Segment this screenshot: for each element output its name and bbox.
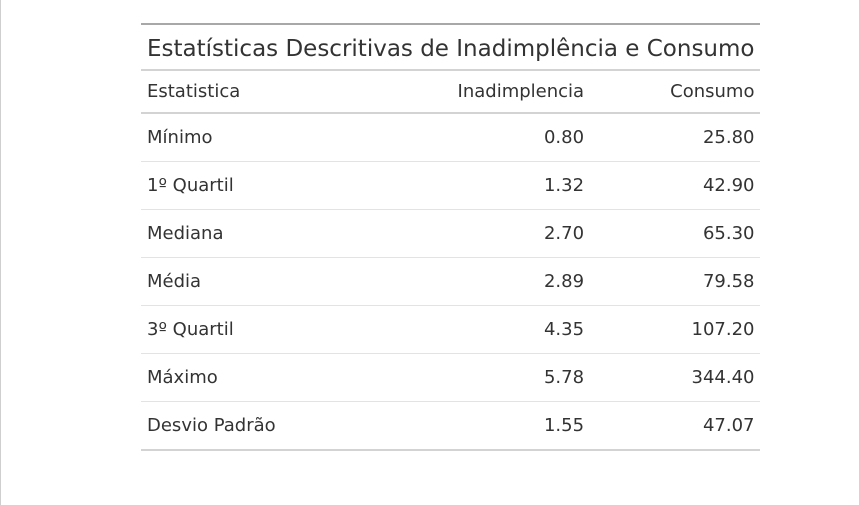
cell-statistic: Média: [141, 257, 424, 306]
cell-statistic: Desvio Padrão: [141, 401, 424, 451]
cell-default: 1.32: [423, 161, 591, 210]
cell-consumption: 344.40: [590, 353, 761, 402]
table-title: Estatísticas Descritivas de Inadimplênci…: [141, 23, 761, 71]
descriptive-stats-table-container: Estatísticas Descritivas de Inadimplênci…: [141, 23, 761, 451]
cell-default: 0.80: [423, 113, 591, 162]
cell-default: 4.35: [423, 305, 591, 354]
cell-default: 2.89: [423, 257, 591, 306]
page-left-border: [0, 0, 1, 505]
header-row: Estatistica Inadimplencia Consumo: [141, 71, 761, 114]
column-header-consumption: Consumo: [590, 71, 761, 114]
table-row: Desvio Padrão 1.55 47.07: [141, 401, 761, 451]
cell-default: 5.78: [423, 353, 591, 402]
cell-statistic: Máximo: [141, 353, 424, 402]
table-row: Mínimo 0.80 25.80: [141, 113, 761, 162]
cell-consumption: 65.30: [590, 209, 761, 258]
column-header-statistic: Estatistica: [141, 71, 424, 114]
table-body: Mínimo 0.80 25.80 1º Quartil 1.32 42.90 …: [141, 113, 761, 451]
cell-default: 2.70: [423, 209, 591, 258]
table-row: 1º Quartil 1.32 42.90: [141, 161, 761, 210]
cell-default: 1.55: [423, 401, 591, 451]
cell-statistic: Mediana: [141, 209, 424, 258]
cell-consumption: 42.90: [590, 161, 761, 210]
cell-consumption: 107.20: [590, 305, 761, 354]
cell-statistic: Mínimo: [141, 113, 424, 162]
cell-statistic: 1º Quartil: [141, 161, 424, 210]
table-row: 3º Quartil 4.35 107.20: [141, 305, 761, 354]
table-row: Máximo 5.78 344.40: [141, 353, 761, 402]
cell-consumption: 79.58: [590, 257, 761, 306]
table-header: Estatistica Inadimplencia Consumo: [141, 71, 761, 114]
descriptive-stats-table: Estatísticas Descritivas de Inadimplênci…: [141, 23, 761, 451]
cell-statistic: 3º Quartil: [141, 305, 424, 354]
table-row: Média 2.89 79.58: [141, 257, 761, 306]
cell-consumption: 25.80: [590, 113, 761, 162]
table-row: Mediana 2.70 65.30: [141, 209, 761, 258]
column-header-default: Inadimplencia: [423, 71, 591, 114]
cell-consumption: 47.07: [590, 401, 761, 451]
